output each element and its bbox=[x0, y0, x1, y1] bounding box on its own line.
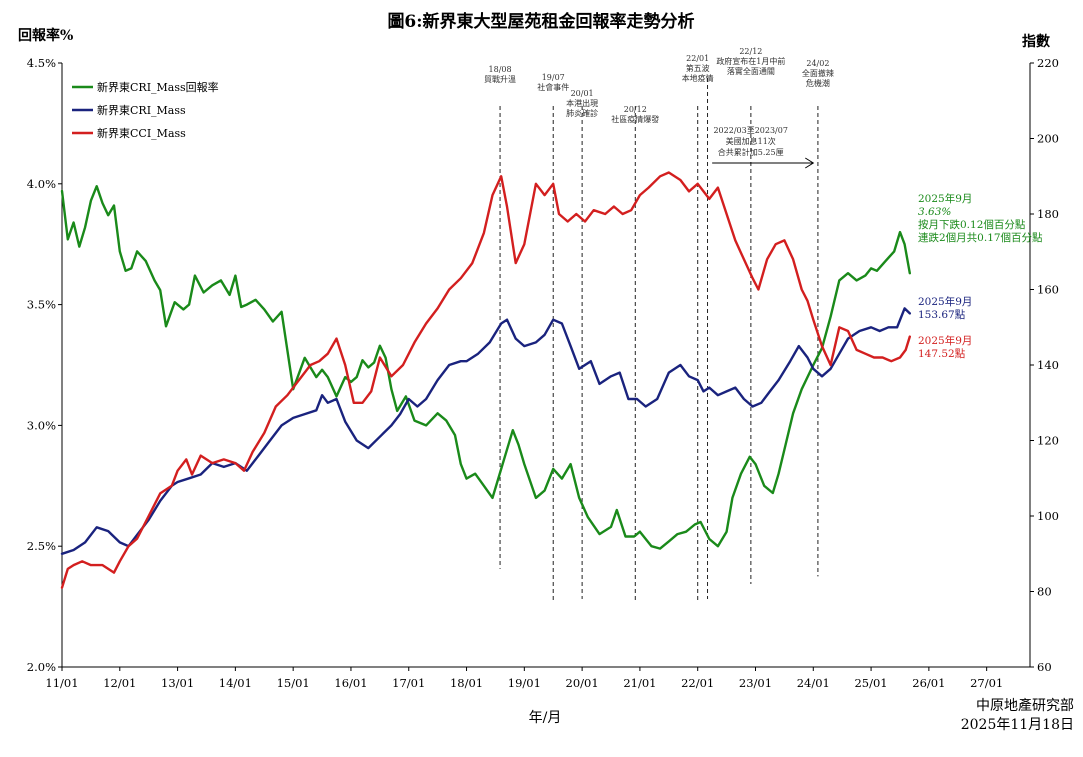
x-tick-label: 23/01 bbox=[739, 676, 772, 690]
y-right-axis-title: 指數 bbox=[1022, 33, 1050, 50]
x-tick-label: 22/01 bbox=[681, 676, 714, 690]
series-line-cci-mass bbox=[60, 171, 911, 589]
end-label: 3.63% bbox=[918, 206, 951, 218]
rate-hike-label: 合共累計加5.25厘 bbox=[718, 147, 784, 157]
y-right-tick-label: 100 bbox=[1037, 509, 1059, 523]
end-label: 按月下跌0.12個百分點 bbox=[918, 218, 1026, 231]
credit-source: 中原地產研究部 bbox=[976, 697, 1074, 714]
x-tick-label: 27/01 bbox=[970, 676, 1003, 690]
legend-label: 新界東CRI_Mass回報率 bbox=[97, 80, 219, 94]
event-label: 本港出現 bbox=[566, 98, 598, 108]
x-tick-label: 12/01 bbox=[103, 676, 136, 690]
event-label: 第五波 bbox=[686, 63, 710, 73]
event-label: 肺炎確診 bbox=[566, 108, 598, 118]
y-left-tick-label: 2.5% bbox=[27, 539, 56, 553]
event-label: 本地疫情 bbox=[682, 73, 714, 83]
x-tick-label: 20/01 bbox=[566, 676, 599, 690]
event-label: 落實全面通關 bbox=[727, 66, 775, 76]
y-right-tick-label: 200 bbox=[1037, 132, 1059, 146]
event-label: 危機潮 bbox=[806, 78, 830, 88]
y-right-tick-label: 80 bbox=[1037, 585, 1052, 599]
event-label: 18/08 bbox=[489, 65, 512, 74]
x-tick-label: 13/01 bbox=[161, 676, 194, 690]
rate-hike-label: 美國加息11次 bbox=[726, 136, 776, 146]
event-label: 20/12 bbox=[624, 105, 647, 114]
y-right-tick-label: 120 bbox=[1037, 434, 1059, 448]
event-label: 24/02 bbox=[806, 59, 829, 68]
event-label: 全面撤辣 bbox=[802, 68, 834, 78]
y-right-tick-label: 180 bbox=[1037, 207, 1059, 221]
end-label: 153.67點 bbox=[918, 308, 966, 321]
y-right-tick-label: 140 bbox=[1037, 358, 1059, 372]
x-tick-label: 19/01 bbox=[508, 676, 541, 690]
y-left-tick-label: 3.5% bbox=[27, 298, 56, 312]
event-label: 貿戰升溫 bbox=[484, 74, 516, 84]
y-left-tick-label: 4.5% bbox=[27, 56, 56, 70]
x-tick-label: 25/01 bbox=[854, 676, 887, 690]
rate-hike-arrow-head bbox=[805, 157, 815, 169]
end-label: 147.52點 bbox=[918, 347, 966, 360]
x-tick-label: 24/01 bbox=[797, 676, 830, 690]
event-label: 社區疫情爆發 bbox=[611, 114, 659, 124]
event-label: 22/01 bbox=[686, 54, 709, 63]
end-label: 2025年9月 bbox=[918, 334, 972, 347]
rate-hike-label: 2022/03至2023/07 bbox=[713, 126, 787, 135]
end-label: 連跌2個月共0.17個百分點 bbox=[918, 231, 1043, 244]
event-label: 20/01 bbox=[571, 89, 594, 98]
series-line-cri-mass bbox=[60, 307, 911, 555]
x-tick-label: 17/01 bbox=[392, 676, 425, 690]
y-left-tick-label: 3.0% bbox=[27, 418, 56, 432]
end-label: 2025年9月 bbox=[918, 192, 972, 205]
x-tick-label: 16/01 bbox=[334, 676, 367, 690]
x-tick-label: 11/01 bbox=[45, 676, 78, 690]
y-right-tick-label: 220 bbox=[1037, 56, 1059, 70]
x-axis-title: 年/月 bbox=[529, 710, 562, 726]
event-label: 19/07 bbox=[542, 73, 565, 82]
y-left-axis-title: 回報率% bbox=[18, 27, 73, 44]
end-labels: 2025年9月3.63%按月下跌0.12個百分點連跌2個月共0.17個百分點20… bbox=[918, 192, 1043, 360]
x-tick-label: 26/01 bbox=[912, 676, 945, 690]
axes: 2.0% 2.5% 3.0% 3.5% 4.0% 4.5% 60 80 100 120 140 160… bbox=[27, 56, 1059, 690]
legend-label: 新界東CCI_Mass bbox=[97, 126, 186, 140]
y-right-tick-label: 60 bbox=[1037, 660, 1052, 674]
x-tick-label: 21/01 bbox=[623, 676, 656, 690]
y-left-tick-label: 2.0% bbox=[27, 660, 56, 674]
credit-date: 2025年11月18日 bbox=[961, 717, 1074, 733]
y-left-tick-label: 4.0% bbox=[27, 177, 56, 191]
event-label: 社會事件 bbox=[537, 82, 569, 92]
x-tick-label: 14/01 bbox=[219, 676, 252, 690]
x-tick-label: 18/01 bbox=[450, 676, 483, 690]
x-tick-label: 15/01 bbox=[277, 676, 310, 690]
chart-title: 圖6:新界東大型屋苑租金回報率走勢分析 bbox=[387, 11, 694, 32]
event-label: 政府宣布在1月中前 bbox=[716, 56, 785, 66]
y-right-tick-label: 160 bbox=[1037, 283, 1059, 297]
legend-label: 新界東CRI_Mass bbox=[97, 103, 186, 117]
event-label: 22/12 bbox=[739, 47, 762, 56]
series-lines bbox=[60, 171, 911, 589]
series-line-cri-yield bbox=[60, 184, 911, 550]
end-label: 2025年9月 bbox=[918, 295, 972, 308]
